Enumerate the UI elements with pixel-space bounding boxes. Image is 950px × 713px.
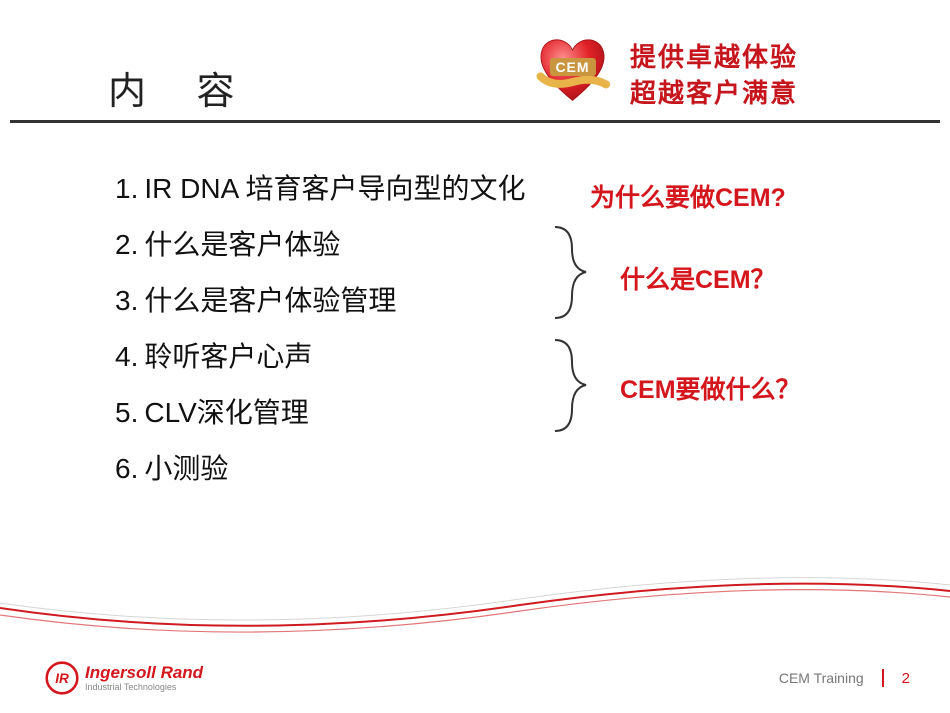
list-item: 4.聆听客户心声 bbox=[115, 343, 526, 371]
list-item: 5.CLV深化管理 bbox=[115, 399, 526, 427]
brace-icon bbox=[550, 338, 590, 433]
item-num: 4. bbox=[115, 341, 138, 372]
header-rule bbox=[10, 120, 940, 123]
logo-main-text: Ingersoll Rand bbox=[85, 664, 203, 681]
slogan: 提供卓越体验 超越客户满意 bbox=[630, 40, 798, 113]
item-text: 什么是客户体验 bbox=[144, 229, 340, 260]
page-title: 内 容 bbox=[108, 60, 255, 115]
swoosh-decoration bbox=[0, 553, 950, 653]
item-num: 2. bbox=[115, 229, 138, 260]
page-number: 2 bbox=[902, 670, 910, 687]
item-num: 5. bbox=[115, 397, 138, 428]
list-item: 3.什么是客户体验管理 bbox=[115, 287, 526, 315]
heart-label: CEM bbox=[549, 58, 595, 76]
list-item: 1.IR DNA 培育客户导向型的文化 bbox=[115, 175, 526, 203]
item-num: 1. bbox=[115, 173, 138, 204]
slide: 内 容 CEM 提供卓越体验 超越客户满意 1.IR DNA 培育客户导向型的文… bbox=[0, 0, 950, 713]
item-text: 什么是客户体验管理 bbox=[144, 285, 396, 316]
item-text: 聆听客户心声 bbox=[144, 341, 312, 372]
heart-badge: CEM bbox=[530, 30, 615, 110]
slogan-line1: 提供卓越体验 bbox=[630, 40, 798, 76]
list-item: 6.小测验 bbox=[115, 455, 526, 483]
footer-divider bbox=[882, 669, 884, 687]
footer-right: CEM Training 2 bbox=[779, 669, 910, 687]
footer: IR Ingersoll Rand Industrial Technologie… bbox=[0, 643, 950, 713]
annotation-why: 为什么要做CEM? bbox=[590, 178, 786, 214]
item-text: CLV深化管理 bbox=[144, 397, 308, 428]
item-text: IR DNA 培育客户导向型的文化 bbox=[144, 173, 525, 204]
item-num: 6. bbox=[115, 453, 138, 484]
logo-sub-text: Industrial Technologies bbox=[85, 683, 203, 692]
slogan-line2: 超越客户满意 bbox=[630, 76, 798, 112]
footer-label: CEM Training bbox=[779, 670, 864, 686]
brace-icon bbox=[550, 225, 590, 320]
annotation-what: 什么是CEM？ bbox=[620, 260, 776, 296]
annotation-how: CEM要做什么？ bbox=[620, 370, 801, 406]
logo-icon: IR bbox=[45, 661, 79, 695]
item-text: 小测验 bbox=[144, 453, 228, 484]
list-item: 2.什么是客户体验 bbox=[115, 231, 526, 259]
brand-logo: IR Ingersoll Rand Industrial Technologie… bbox=[45, 661, 203, 695]
svg-text:IR: IR bbox=[55, 671, 69, 686]
item-num: 3. bbox=[115, 285, 138, 316]
content-list: 1.IR DNA 培育客户导向型的文化 2.什么是客户体验 3.什么是客户体验管… bbox=[115, 175, 526, 511]
